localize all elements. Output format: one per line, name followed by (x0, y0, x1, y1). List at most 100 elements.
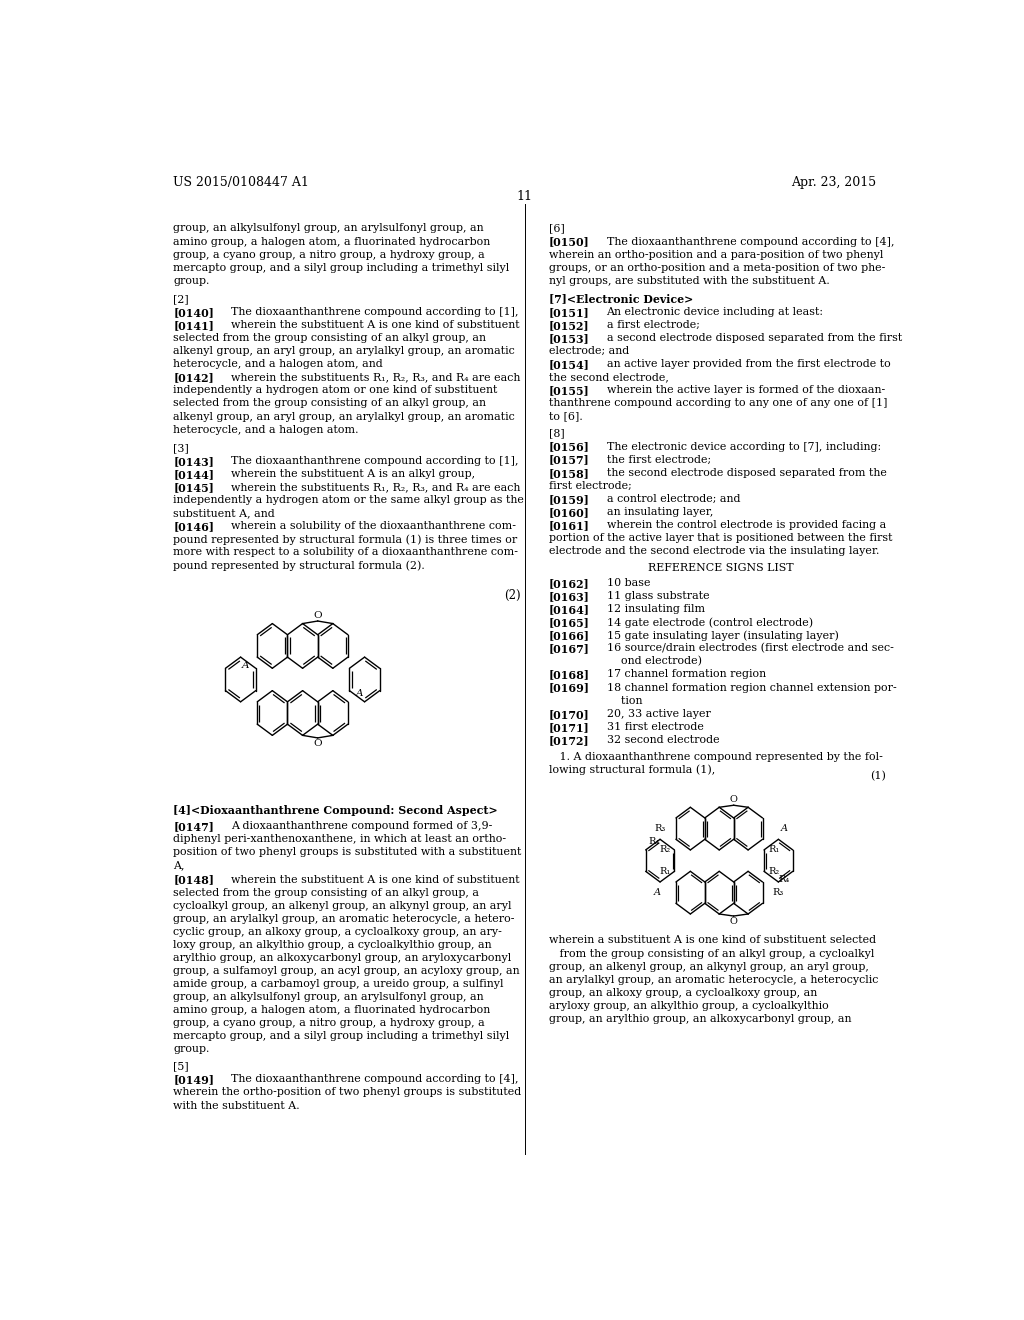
Text: with the substituent A.: with the substituent A. (173, 1101, 300, 1110)
Text: R₄: R₄ (778, 875, 790, 884)
Text: [0157]: [0157] (549, 454, 590, 466)
Text: independently a hydrogen atom or the same alkyl group as the: independently a hydrogen atom or the sam… (173, 495, 524, 506)
Text: group, an alkoxy group, a cycloalkoxy group, an: group, an alkoxy group, a cycloalkoxy gr… (549, 987, 817, 998)
Text: cycloalkyl group, an alkenyl group, an alkynyl group, an aryl: cycloalkyl group, an alkenyl group, an a… (173, 900, 512, 911)
Text: tion: tion (606, 696, 642, 706)
Text: [0167]: [0167] (549, 643, 590, 655)
Text: an arylalkyl group, an aromatic heterocycle, a heterocyclic: an arylalkyl group, an aromatic heterocy… (549, 974, 878, 985)
Text: O: O (313, 739, 322, 748)
Text: (1): (1) (870, 771, 886, 781)
Text: 16 source/drain electrodes (first electrode and sec-: 16 source/drain electrodes (first electr… (606, 643, 893, 653)
Text: [0170]: [0170] (549, 709, 590, 719)
Text: wherein the active layer is formed of the dioxaan-: wherein the active layer is formed of th… (606, 385, 885, 396)
Text: more with respect to a solubility of a dioxaanthanthrene com-: more with respect to a solubility of a d… (173, 548, 518, 557)
Text: arylthio group, an alkoxycarbonyl group, an aryloxycarbonyl: arylthio group, an alkoxycarbonyl group,… (173, 953, 511, 962)
Text: position of two phenyl groups is substituted with a substituent: position of two phenyl groups is substit… (173, 847, 521, 857)
Text: to [6].: to [6]. (549, 412, 583, 421)
Text: Apr. 23, 2015: Apr. 23, 2015 (792, 176, 877, 189)
Text: R₁: R₁ (659, 867, 671, 875)
Text: [6]: [6] (549, 223, 564, 234)
Text: [0146]: [0146] (173, 521, 214, 532)
Text: REFERENCE SIGNS LIST: REFERENCE SIGNS LIST (648, 564, 794, 573)
Text: [0164]: [0164] (549, 605, 590, 615)
Text: group.: group. (173, 276, 210, 285)
Text: selected from the group consisting of an alkyl group, an: selected from the group consisting of an… (173, 399, 486, 408)
Text: [0150]: [0150] (549, 236, 590, 248)
Text: [0153]: [0153] (549, 333, 590, 345)
Text: [0148]: [0148] (173, 875, 214, 886)
Text: group, a cyano group, a nitro group, a hydroxy group, a: group, a cyano group, a nitro group, a h… (173, 1018, 485, 1028)
Text: [0142]: [0142] (173, 372, 214, 383)
Text: the second electrode,: the second electrode, (549, 372, 669, 383)
Text: [0154]: [0154] (549, 359, 590, 371)
Text: 31 first electrode: 31 first electrode (606, 722, 703, 731)
Text: cyclic group, an alkoxy group, a cycloalkoxy group, an ary-: cyclic group, an alkoxy group, a cycloal… (173, 927, 502, 937)
Text: [0160]: [0160] (549, 507, 590, 517)
Text: first electrode;: first electrode; (549, 480, 632, 491)
Text: wherein an ortho-position and a para-position of two phenyl: wherein an ortho-position and a para-pos… (549, 249, 883, 260)
Text: 11: 11 (517, 190, 532, 203)
Text: [0144]: [0144] (173, 469, 214, 480)
Text: 12 insulating film: 12 insulating film (606, 605, 705, 614)
Text: a second electrode disposed separated from the first: a second electrode disposed separated fr… (606, 333, 902, 343)
Text: R₃: R₃ (654, 824, 666, 833)
Text: [3]: [3] (173, 444, 189, 453)
Text: A: A (355, 689, 364, 698)
Text: [0166]: [0166] (549, 630, 590, 642)
Text: O: O (313, 611, 322, 620)
Text: [0172]: [0172] (549, 735, 589, 746)
Text: [7]<Electronic Device>: [7]<Electronic Device> (549, 293, 693, 304)
Text: A: A (780, 824, 787, 833)
Text: wherein a substituent A is one kind of substituent selected: wherein a substituent A is one kind of s… (549, 936, 876, 945)
Text: [0156]: [0156] (549, 442, 590, 453)
Text: [2]: [2] (173, 294, 189, 304)
Text: [0165]: [0165] (549, 618, 590, 628)
Text: [0159]: [0159] (549, 494, 590, 504)
Text: a control electrode; and: a control electrode; and (606, 494, 740, 504)
Text: lowing structural formula (1),: lowing structural formula (1), (549, 764, 715, 775)
Text: portion of the active layer that is positioned between the first: portion of the active layer that is posi… (549, 533, 892, 543)
Text: alkenyl group, an aryl group, an arylalkyl group, an aromatic: alkenyl group, an aryl group, an arylalk… (173, 412, 515, 421)
Text: wherein the substituent A is an alkyl group,: wherein the substituent A is an alkyl gr… (231, 469, 475, 479)
Text: R₃: R₃ (773, 888, 784, 898)
Text: electrode; and: electrode; and (549, 346, 629, 356)
Text: A: A (653, 888, 660, 898)
Text: group, an alkenyl group, an alkynyl group, an aryl group,: group, an alkenyl group, an alkynyl grou… (549, 961, 868, 972)
Text: [0155]: [0155] (549, 385, 590, 396)
Text: US 2015/0108447 A1: US 2015/0108447 A1 (173, 176, 309, 189)
Text: A dioxaanthanthrene compound formed of 3,9-: A dioxaanthanthrene compound formed of 3… (231, 821, 493, 832)
Text: selected from the group consisting of an alkyl group, a: selected from the group consisting of an… (173, 887, 479, 898)
Text: the first electrode;: the first electrode; (606, 454, 711, 465)
Text: diphenyl peri-xanthenoxanthene, in which at least an ortho-: diphenyl peri-xanthenoxanthene, in which… (173, 834, 506, 843)
Text: 15 gate insulating layer (insulating layer): 15 gate insulating layer (insulating lay… (606, 630, 839, 640)
Text: [0141]: [0141] (173, 319, 214, 331)
Text: group, an arylalkyl group, an aromatic heterocycle, a hetero-: group, an arylalkyl group, an aromatic h… (173, 913, 515, 924)
Text: ond electrode): ond electrode) (606, 656, 701, 667)
Text: An electronic device including at least:: An electronic device including at least: (606, 308, 823, 317)
Text: 10 base: 10 base (606, 578, 650, 587)
Text: wherein the substituents R₁, R₂, R₃, and R₄ are each: wherein the substituents R₁, R₂, R₃, and… (231, 482, 520, 492)
Text: wherein the ortho-position of two phenyl groups is substituted: wherein the ortho-position of two phenyl… (173, 1088, 521, 1097)
Text: [0152]: [0152] (549, 319, 589, 331)
Text: pound represented by structural formula (2).: pound represented by structural formula … (173, 561, 425, 572)
Text: thanthrene compound according to any one of any one of [1]: thanthrene compound according to any one… (549, 399, 887, 408)
Text: loxy group, an alkylthio group, a cycloalkylthio group, an: loxy group, an alkylthio group, a cycloa… (173, 940, 492, 950)
Text: nyl groups, are substituted with the substituent A.: nyl groups, are substituted with the sub… (549, 276, 829, 285)
Text: 17 channel formation region: 17 channel formation region (606, 669, 766, 680)
Text: wherein the substituent A is one kind of substituent: wherein the substituent A is one kind of… (231, 875, 520, 884)
Text: heterocycle, and a halogen atom.: heterocycle, and a halogen atom. (173, 425, 358, 434)
Text: mercapto group, and a silyl group including a trimethyl silyl: mercapto group, and a silyl group includ… (173, 263, 510, 273)
Text: R₂: R₂ (768, 867, 779, 875)
Text: [0162]: [0162] (549, 578, 590, 589)
Text: an insulating layer,: an insulating layer, (606, 507, 713, 517)
Text: R₂: R₂ (659, 846, 671, 854)
Text: [8]: [8] (549, 429, 564, 438)
Text: 14 gate electrode (control electrode): 14 gate electrode (control electrode) (606, 618, 813, 628)
Text: the second electrode disposed separated from the: the second electrode disposed separated … (606, 467, 887, 478)
Text: wherein a solubility of the dioxaanthanthrene com-: wherein a solubility of the dioxaanthant… (231, 521, 516, 531)
Text: The electronic device according to [7], including:: The electronic device according to [7], … (606, 442, 881, 451)
Text: [0161]: [0161] (549, 520, 590, 531)
Text: heterocycle, and a halogen atom, and: heterocycle, and a halogen atom, and (173, 359, 383, 370)
Text: 20, 33 active layer: 20, 33 active layer (606, 709, 711, 718)
Text: [5]: [5] (173, 1061, 189, 1072)
